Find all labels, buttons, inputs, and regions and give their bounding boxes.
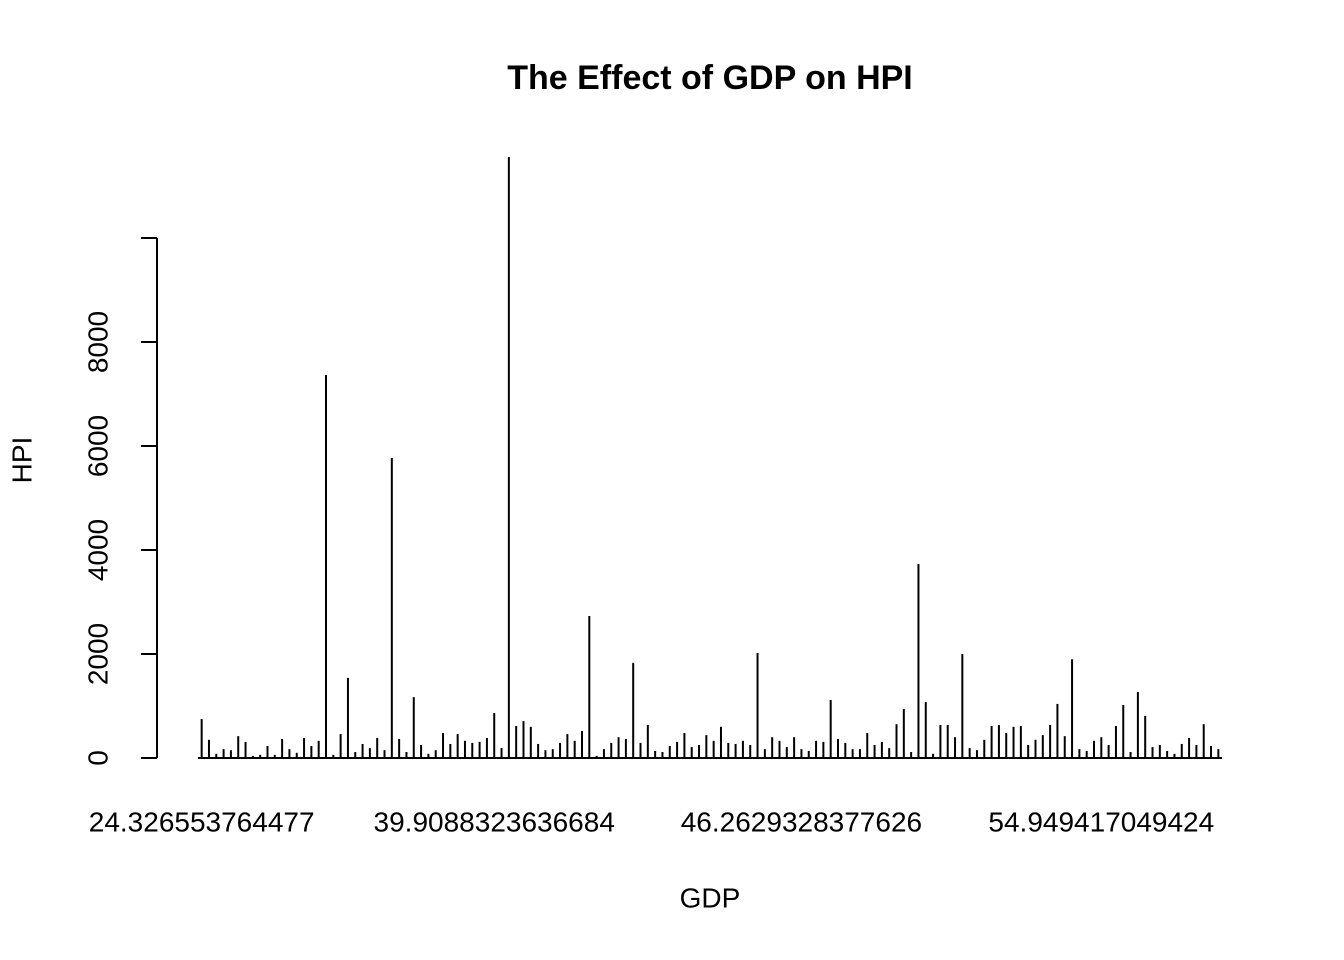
x-tick-label: 24.326553764477 — [89, 806, 315, 837]
x-tick-label: 54.949417049424 — [988, 806, 1214, 837]
y-tick-label: 8000 — [82, 311, 113, 373]
x-tick-label: 39.9088323636684 — [374, 806, 615, 837]
chart-title: The Effect of GDP on HPI — [507, 59, 913, 97]
y-tick-label: 0 — [82, 750, 113, 766]
y-tick-label: 2000 — [82, 623, 113, 685]
y-tick-label: 4000 — [82, 519, 113, 581]
x-tick-label: 46.2629328377626 — [681, 806, 922, 837]
y-tick-label: 6000 — [82, 415, 113, 477]
x-axis-label: GDP — [680, 882, 741, 913]
y-axis-label: HPI — [6, 437, 37, 484]
